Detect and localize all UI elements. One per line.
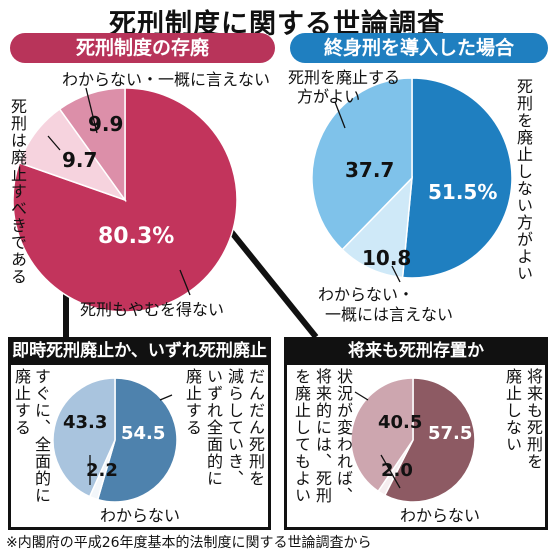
c2-label-unknown-1: わからない・ (318, 285, 415, 304)
c4-label-keep-2: 廃止しない (503, 368, 522, 453)
pie-chart-2 (311, 77, 513, 279)
c2-value-abolish: 37.7 (345, 158, 395, 182)
c4-label-change-2: 将来的には、死刑 (313, 368, 332, 504)
c3-label-gradual-3: いずれ全面的に (204, 368, 223, 487)
source-note: ※内閣府の平成26年度基本的法制度に関する世論調査から (6, 535, 372, 551)
chart1-title: 死刑制度の存廃 (10, 33, 275, 63)
c4-label-unknown: わからない (400, 506, 481, 525)
c1-label-cannot-say: わからない・一概に言えない (62, 70, 271, 89)
c3-label-gradual-4: 廃止する (183, 368, 202, 436)
c4-label-change-1: 状況が変われば、 (334, 368, 353, 504)
c3-value-gradual: 54.5 (121, 423, 166, 444)
pie-chart-3 (52, 377, 178, 503)
pie3-slice-3 (52, 377, 116, 498)
c2-value-keep: 51.5% (428, 180, 498, 204)
pie4-slice-3 (350, 377, 414, 493)
c2-label-abolish-2: 方がよい (297, 87, 361, 106)
c1-value-cannot-say: 9.9 (88, 112, 124, 136)
c4-label-change-3: を廃止してもよい (292, 368, 311, 504)
c4-value-unknown: 2.0 (381, 460, 413, 481)
c2-label-keep: 死刑を廃止しない方がよい (514, 78, 533, 282)
c2-label-abolish-1: 死刑を廃止する (288, 68, 401, 87)
pie3-slice-1 (96, 377, 178, 503)
pie2-slice-1 (401, 77, 513, 279)
pie-chart-4 (350, 377, 476, 503)
c4-value-change: 40.5 (378, 412, 423, 433)
c3-label-now-1: すぐに、全面的に (32, 368, 51, 504)
pie1-slice-3 (58, 87, 126, 203)
c3-value-unknown: 2.2 (86, 460, 118, 481)
c1-label-abolish: 死刑は廃止すべきである (8, 98, 27, 285)
pie-chart-1 (12, 87, 238, 313)
pie2-slice-2 (341, 175, 413, 279)
pie2-slice-3 (311, 77, 413, 251)
c4-value-keep: 57.5 (428, 423, 473, 444)
pie4-slice-1 (383, 377, 476, 503)
c1-value-unavoidable: 80.3% (98, 224, 175, 249)
chart4-title: 将来も死刑存置か (284, 337, 548, 365)
c3-label-now-2: 廃止する (12, 368, 31, 436)
c4-label-keep-1: 将来も死刑を (524, 368, 543, 470)
c3-label-gradual-2: 減らしていき、 (225, 368, 244, 487)
c2-label-unknown-2: 一概には言えない (325, 305, 454, 324)
c2-value-unknown: 10.8 (362, 246, 412, 270)
c3-label-gradual-1: だんだん死刑を (246, 368, 265, 487)
leader-lines (47, 87, 401, 489)
chart3-title: 即時死刑廃止か、いずれ死刑廃止か (8, 337, 271, 389)
c1-label-unavoidable: 死刑もやむを得ない (80, 300, 225, 319)
chart2-title: 終身刑を導入した場合 (290, 33, 548, 63)
c3-value-now: 43.3 (63, 412, 108, 433)
c1-value-abolish: 9.7 (62, 148, 98, 172)
c3-label-unknown: わからない (100, 506, 181, 525)
